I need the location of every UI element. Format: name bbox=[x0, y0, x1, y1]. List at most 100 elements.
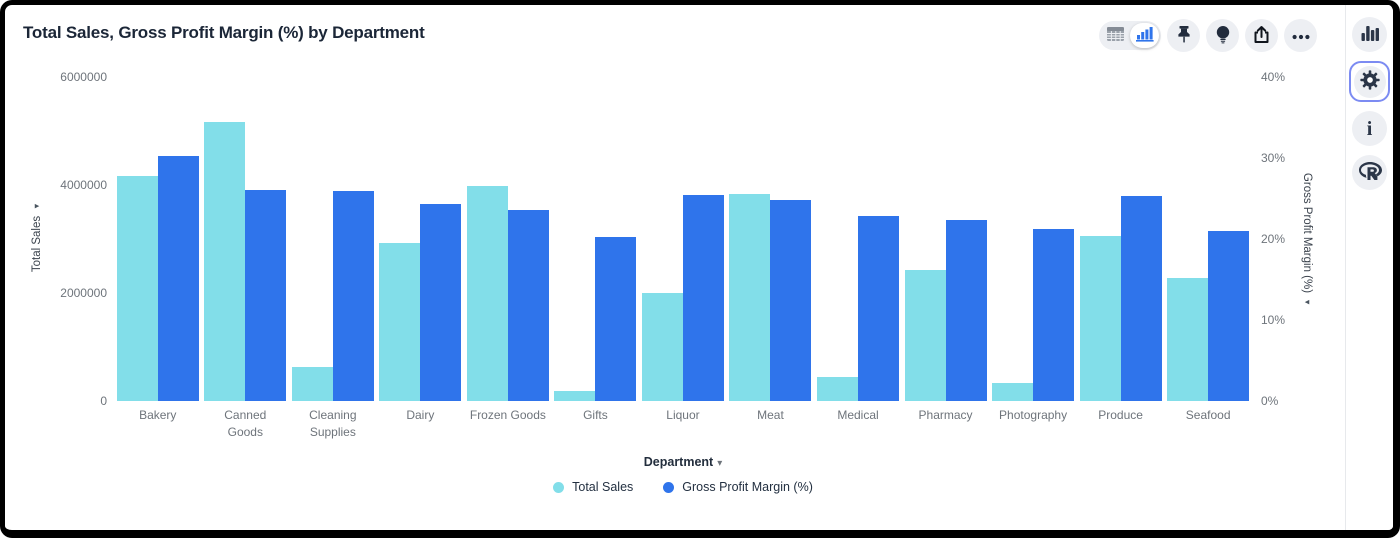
legend-item: Total Sales bbox=[553, 480, 633, 494]
x-axis-label: Liquor bbox=[666, 408, 700, 422]
left-axis-tick: 4000000 bbox=[60, 178, 107, 192]
chevron-down-icon: ▾ bbox=[717, 458, 723, 469]
right-axis-tick: 40% bbox=[1261, 70, 1286, 84]
chart-type-button[interactable] bbox=[1352, 17, 1387, 52]
bar[interactable] bbox=[1033, 229, 1075, 401]
legend-dot bbox=[553, 481, 565, 493]
table-grid-icon bbox=[1106, 26, 1125, 45]
r-plugin-button[interactable] bbox=[1352, 155, 1387, 190]
share-export-icon bbox=[1252, 25, 1271, 47]
x-axis-labels: Bakery Canned Goods Cleaning Supplies Dairy… bbox=[114, 407, 1252, 441]
x-axis-label: Medical bbox=[837, 408, 879, 422]
bar[interactable] bbox=[858, 216, 900, 401]
right-axis-tick: 30% bbox=[1261, 151, 1286, 165]
chart-panel: Total Sales, Gross Profit Margin (%) by … bbox=[5, 5, 1345, 530]
x-axis-label: Gifts bbox=[583, 408, 608, 422]
bar-chart-icon bbox=[1360, 24, 1380, 45]
x-axis-field-dropdown[interactable]: Department ▾ bbox=[114, 455, 1252, 469]
bar[interactable] bbox=[1079, 236, 1121, 401]
right-axis-sort-arrow[interactable]: ◂ bbox=[1304, 296, 1310, 307]
bar-group bbox=[202, 77, 290, 401]
left-axis-tick: 0 bbox=[100, 394, 107, 408]
export-button[interactable] bbox=[1245, 19, 1278, 52]
right-rail: i bbox=[1345, 5, 1393, 530]
page-title: Total Sales, Gross Profit Margin (%) by … bbox=[23, 23, 425, 42]
gear-icon bbox=[1359, 69, 1381, 94]
bar[interactable] bbox=[817, 377, 859, 401]
bar[interactable] bbox=[332, 191, 374, 401]
bar[interactable] bbox=[992, 383, 1034, 401]
bar-group bbox=[464, 77, 552, 401]
x-axis-label: Produce bbox=[1098, 408, 1143, 422]
bar-group bbox=[552, 77, 640, 401]
pin-icon bbox=[1175, 25, 1193, 47]
bar[interactable] bbox=[904, 270, 946, 401]
x-axis-label: Dairy bbox=[406, 408, 435, 422]
legend-label: Gross Profit Margin (%) bbox=[682, 480, 813, 494]
bar[interactable] bbox=[641, 293, 683, 401]
bar[interactable] bbox=[1120, 196, 1162, 401]
right-axis-tick: 10% bbox=[1261, 313, 1286, 327]
explore-button[interactable] bbox=[1206, 19, 1239, 52]
bar-group bbox=[727, 77, 815, 401]
lightbulb-icon bbox=[1214, 25, 1232, 47]
bar-group bbox=[377, 77, 465, 401]
bar-group bbox=[1077, 77, 1165, 401]
left-axis-title: Total Sales bbox=[31, 215, 43, 273]
bar[interactable] bbox=[945, 220, 987, 401]
x-axis-field-label: Department bbox=[643, 455, 714, 469]
plot-area bbox=[114, 77, 1252, 401]
bar-group bbox=[639, 77, 727, 401]
right-axis-tick: 0% bbox=[1261, 394, 1279, 408]
bar-group bbox=[114, 77, 202, 401]
bar[interactable] bbox=[554, 391, 596, 401]
x-axis-label: Seafood bbox=[1185, 408, 1231, 422]
x-axis-label: Bakery bbox=[139, 408, 177, 422]
ellipsis-icon bbox=[1292, 28, 1310, 43]
left-axis-sort-arrow[interactable]: ▸ bbox=[34, 200, 40, 211]
bar[interactable] bbox=[1208, 231, 1250, 401]
r-logo-icon bbox=[1358, 161, 1382, 184]
x-axis-label: Canned Goods bbox=[224, 408, 267, 439]
bar[interactable] bbox=[116, 176, 158, 401]
settings-selected-outline bbox=[1349, 61, 1390, 102]
bar-group bbox=[989, 77, 1077, 401]
legend-item: Gross Profit Margin (%) bbox=[663, 480, 813, 494]
bar[interactable] bbox=[770, 200, 812, 401]
bar[interactable] bbox=[245, 190, 287, 401]
bar-group bbox=[902, 77, 990, 401]
pin-button[interactable] bbox=[1167, 19, 1200, 52]
view-toggle bbox=[1099, 21, 1161, 50]
settings-button[interactable] bbox=[1353, 65, 1386, 98]
bar[interactable] bbox=[420, 204, 462, 401]
bar-chart-icon bbox=[1135, 26, 1154, 45]
x-axis-label: Cleaning Supplies bbox=[309, 408, 357, 439]
chart-view-button[interactable] bbox=[1130, 23, 1159, 48]
left-axis-tick: 2000000 bbox=[60, 286, 107, 300]
element-toolbar bbox=[1099, 19, 1317, 52]
more-options-button[interactable] bbox=[1284, 19, 1317, 52]
x-axis-label: Photography bbox=[999, 408, 1068, 422]
bar[interactable] bbox=[379, 243, 421, 401]
bar[interactable] bbox=[466, 186, 508, 401]
bar-group bbox=[1164, 77, 1252, 401]
bar[interactable] bbox=[204, 122, 246, 401]
bar[interactable] bbox=[157, 156, 199, 401]
bar[interactable] bbox=[682, 195, 724, 401]
bar-group bbox=[814, 77, 902, 401]
chart-legend: Total Sales Gross Profit Margin (%) bbox=[114, 480, 1252, 494]
bar-group bbox=[289, 77, 377, 401]
bar[interactable] bbox=[291, 367, 333, 401]
table-view-button[interactable] bbox=[1101, 23, 1130, 48]
bar[interactable] bbox=[1167, 278, 1209, 401]
right-axis-tick: 20% bbox=[1261, 232, 1286, 246]
bar[interactable] bbox=[595, 237, 637, 401]
x-axis-label: Frozen Goods bbox=[469, 408, 546, 422]
left-axis-tick: 6000000 bbox=[60, 70, 107, 84]
bar[interactable] bbox=[507, 210, 549, 401]
x-axis-label: Pharmacy bbox=[918, 408, 973, 422]
legend-dot bbox=[663, 481, 675, 493]
bar[interactable] bbox=[729, 194, 771, 401]
info-button[interactable]: i bbox=[1352, 111, 1387, 146]
